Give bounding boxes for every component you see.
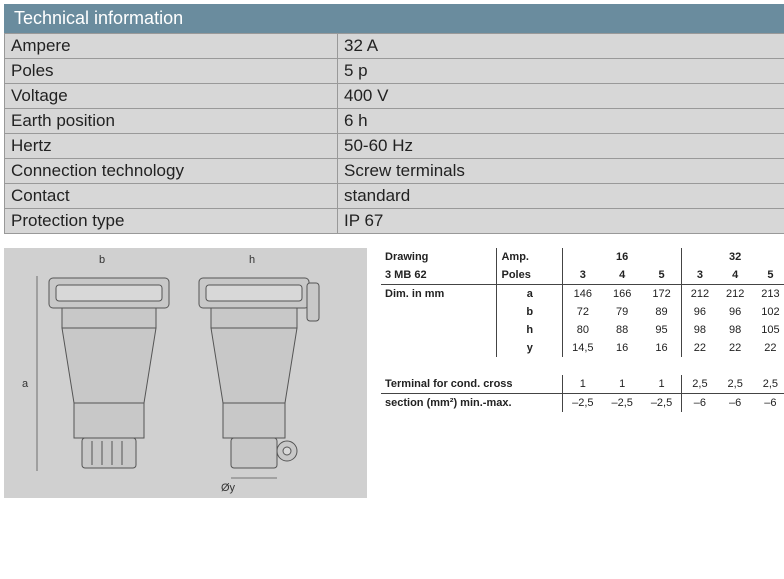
- pole-col: 4: [718, 266, 753, 285]
- tech-value: 50-60 Hz: [338, 134, 784, 159]
- pole-col: 5: [753, 266, 784, 285]
- tech-value: 32 A: [338, 34, 784, 59]
- dim-value: 72: [563, 303, 603, 321]
- tech-label: Voltage: [5, 84, 338, 109]
- lower-section: a b h Øy: [4, 248, 784, 498]
- dim-letter: y: [497, 339, 563, 357]
- tech-row: Earth position6 h: [5, 109, 784, 134]
- term-max: –2,5: [603, 394, 642, 413]
- dim-value: 80: [563, 321, 603, 339]
- amp-group-16: 16: [563, 248, 682, 266]
- tech-label: Hertz: [5, 134, 338, 159]
- dim-value: 96: [682, 303, 718, 321]
- dim-row: b7279899696102: [381, 303, 784, 321]
- section-header: Technical information: [4, 4, 784, 33]
- tech-row: Contactstandard: [5, 184, 784, 209]
- connector-side-view-icon: [189, 273, 329, 488]
- tech-row: Protection type IP 67: [5, 209, 784, 234]
- dim-value: 98: [718, 321, 753, 339]
- pole-col: 4: [603, 266, 642, 285]
- dim-letter: a: [497, 285, 563, 304]
- tech-row: Poles5 p: [5, 59, 784, 84]
- dim-row-empty: [381, 339, 497, 357]
- tech-row: Hertz50-60 Hz: [5, 134, 784, 159]
- tech-value: 5 p: [338, 59, 784, 84]
- connector-top-view-icon: [44, 273, 174, 483]
- drawing-label: Drawing: [381, 248, 497, 266]
- dim-value: 88: [603, 321, 642, 339]
- dim-value: 79: [603, 303, 642, 321]
- dimensions-table-box: Drawing Amp. 16 32 3 MB 62 Poles 3 4 5 3…: [381, 248, 784, 498]
- dim-value: 212: [718, 285, 753, 304]
- dim-line-a-icon: [32, 276, 42, 476]
- term-max: –6: [718, 394, 753, 413]
- dim-row: Dim. in mma146166172212212213: [381, 285, 784, 304]
- term-max: –6: [753, 394, 784, 413]
- dim-letter: h: [497, 321, 563, 339]
- term-min: 2,5: [682, 375, 718, 394]
- dim-row: h8088959898105: [381, 321, 784, 339]
- tech-label: Connection technology: [5, 159, 338, 184]
- term-max: –2,5: [642, 394, 682, 413]
- dim-value: 212: [682, 285, 718, 304]
- dimensions-table: Drawing Amp. 16 32 3 MB 62 Poles 3 4 5 3…: [381, 248, 784, 412]
- technical-info-table: Ampere32 APoles5 pVoltage400 VEarth posi…: [4, 33, 784, 234]
- term-min: 2,5: [753, 375, 784, 394]
- term-max: –2,5: [563, 394, 603, 413]
- tech-row: Voltage400 V: [5, 84, 784, 109]
- pole-col: 3: [563, 266, 603, 285]
- dim-value: 166: [603, 285, 642, 304]
- dim-value: 96: [718, 303, 753, 321]
- tech-label: Poles: [5, 59, 338, 84]
- dim-value: 98: [682, 321, 718, 339]
- dim-value: 22: [753, 339, 784, 357]
- dim-in-mm-label: Dim. in mm: [381, 285, 497, 304]
- dim-value: 213: [753, 285, 784, 304]
- section-header-text: Technical information: [14, 8, 183, 28]
- tech-label: Ampere: [5, 34, 338, 59]
- tech-value: Screw terminals: [338, 159, 784, 184]
- dim-value: 146: [563, 285, 603, 304]
- dim-value: 89: [642, 303, 682, 321]
- pole-col: 3: [682, 266, 718, 285]
- dim-value: 14,5: [563, 339, 603, 357]
- term-min: 1: [563, 375, 603, 394]
- tech-row: Ampere32 A: [5, 34, 784, 59]
- term-min: 2,5: [718, 375, 753, 394]
- dim-row: y14,51616222222: [381, 339, 784, 357]
- term-max: –6: [682, 394, 718, 413]
- tech-value: standard: [338, 184, 784, 209]
- tech-row: Connection technologyScrew terminals: [5, 159, 784, 184]
- dim-value: 16: [642, 339, 682, 357]
- terminal-label-2: section (mm²) min.-max.: [381, 394, 563, 413]
- dim-value: 172: [642, 285, 682, 304]
- tech-label: Contact: [5, 184, 338, 209]
- dim-row-empty: [381, 303, 497, 321]
- dim-row-empty: [381, 321, 497, 339]
- dim-value: 16: [603, 339, 642, 357]
- technical-drawing: a b h Øy: [4, 248, 367, 498]
- dim-label-a: a: [22, 378, 28, 390]
- pole-col: 5: [642, 266, 682, 285]
- amp-group-32: 32: [682, 248, 784, 266]
- model-label: 3 MB 62: [381, 266, 497, 285]
- term-min: 1: [642, 375, 682, 394]
- tech-value: IP 67: [338, 209, 784, 234]
- terminal-label-1: Terminal for cond. cross: [381, 375, 563, 394]
- dim-value: 95: [642, 321, 682, 339]
- tech-label: Protection type: [5, 209, 338, 234]
- dim-value: 102: [753, 303, 784, 321]
- dim-value: 105: [753, 321, 784, 339]
- dim-value: 22: [718, 339, 753, 357]
- dim-label-b: b: [99, 254, 105, 266]
- dim-letter: b: [497, 303, 563, 321]
- term-min: 1: [603, 375, 642, 394]
- tech-label: Earth position: [5, 109, 338, 134]
- tech-value: 6 h: [338, 109, 784, 134]
- amp-label: Amp.: [497, 248, 563, 266]
- tech-value: 400 V: [338, 84, 784, 109]
- dim-value: 22: [682, 339, 718, 357]
- poles-label: Poles: [497, 266, 563, 285]
- dim-label-h: h: [249, 254, 255, 266]
